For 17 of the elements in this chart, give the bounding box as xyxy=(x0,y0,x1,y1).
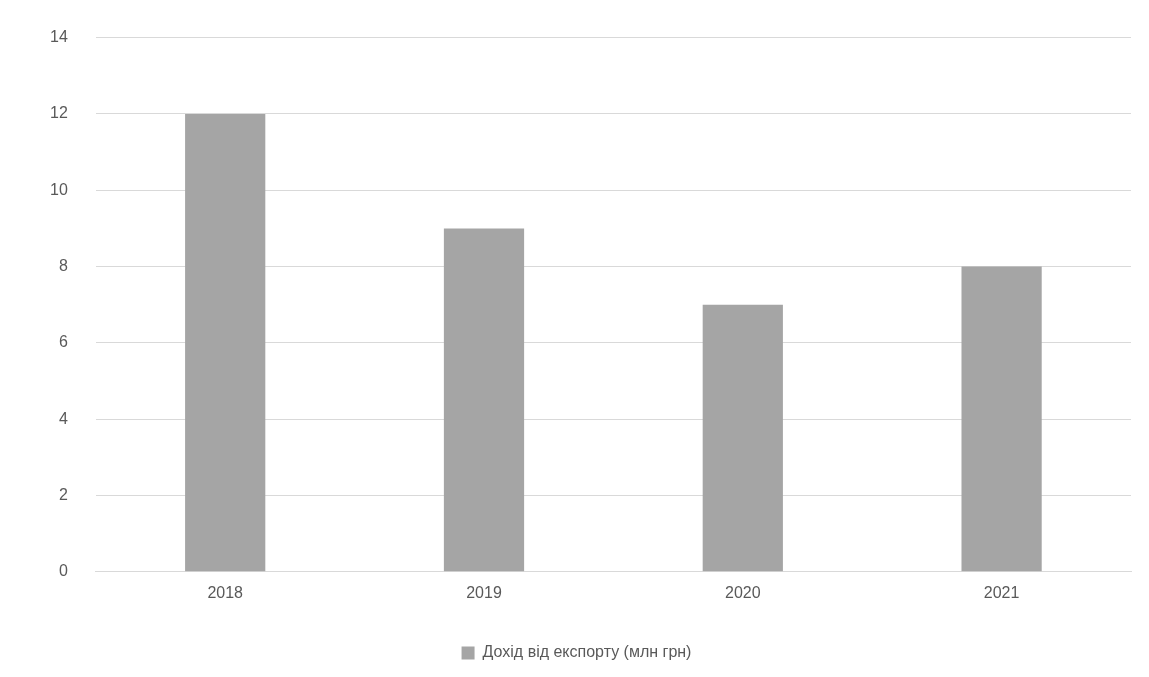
y-tick-label: 6 xyxy=(58,333,68,351)
y-tick-label: 0 xyxy=(58,562,68,580)
y-tick-label: 10 xyxy=(50,180,68,198)
y-tick-label: 8 xyxy=(58,256,68,274)
x-tick-label: 2021 xyxy=(983,583,1020,601)
x-tick-label: 2019 xyxy=(466,583,502,601)
x-tick-label: 2020 xyxy=(725,583,761,601)
bar xyxy=(702,304,783,572)
y-tick-label: 2 xyxy=(58,485,68,503)
bar xyxy=(185,113,266,572)
bar xyxy=(961,266,1042,572)
legend-label: Дохід від експорту (млн грн) xyxy=(482,643,692,661)
y-tick-label: 14 xyxy=(50,28,68,46)
x-tick-label: 2018 xyxy=(207,583,244,601)
bar xyxy=(443,228,525,572)
y-tick-label: 4 xyxy=(58,409,68,427)
y-tick-label: 12 xyxy=(50,104,68,122)
